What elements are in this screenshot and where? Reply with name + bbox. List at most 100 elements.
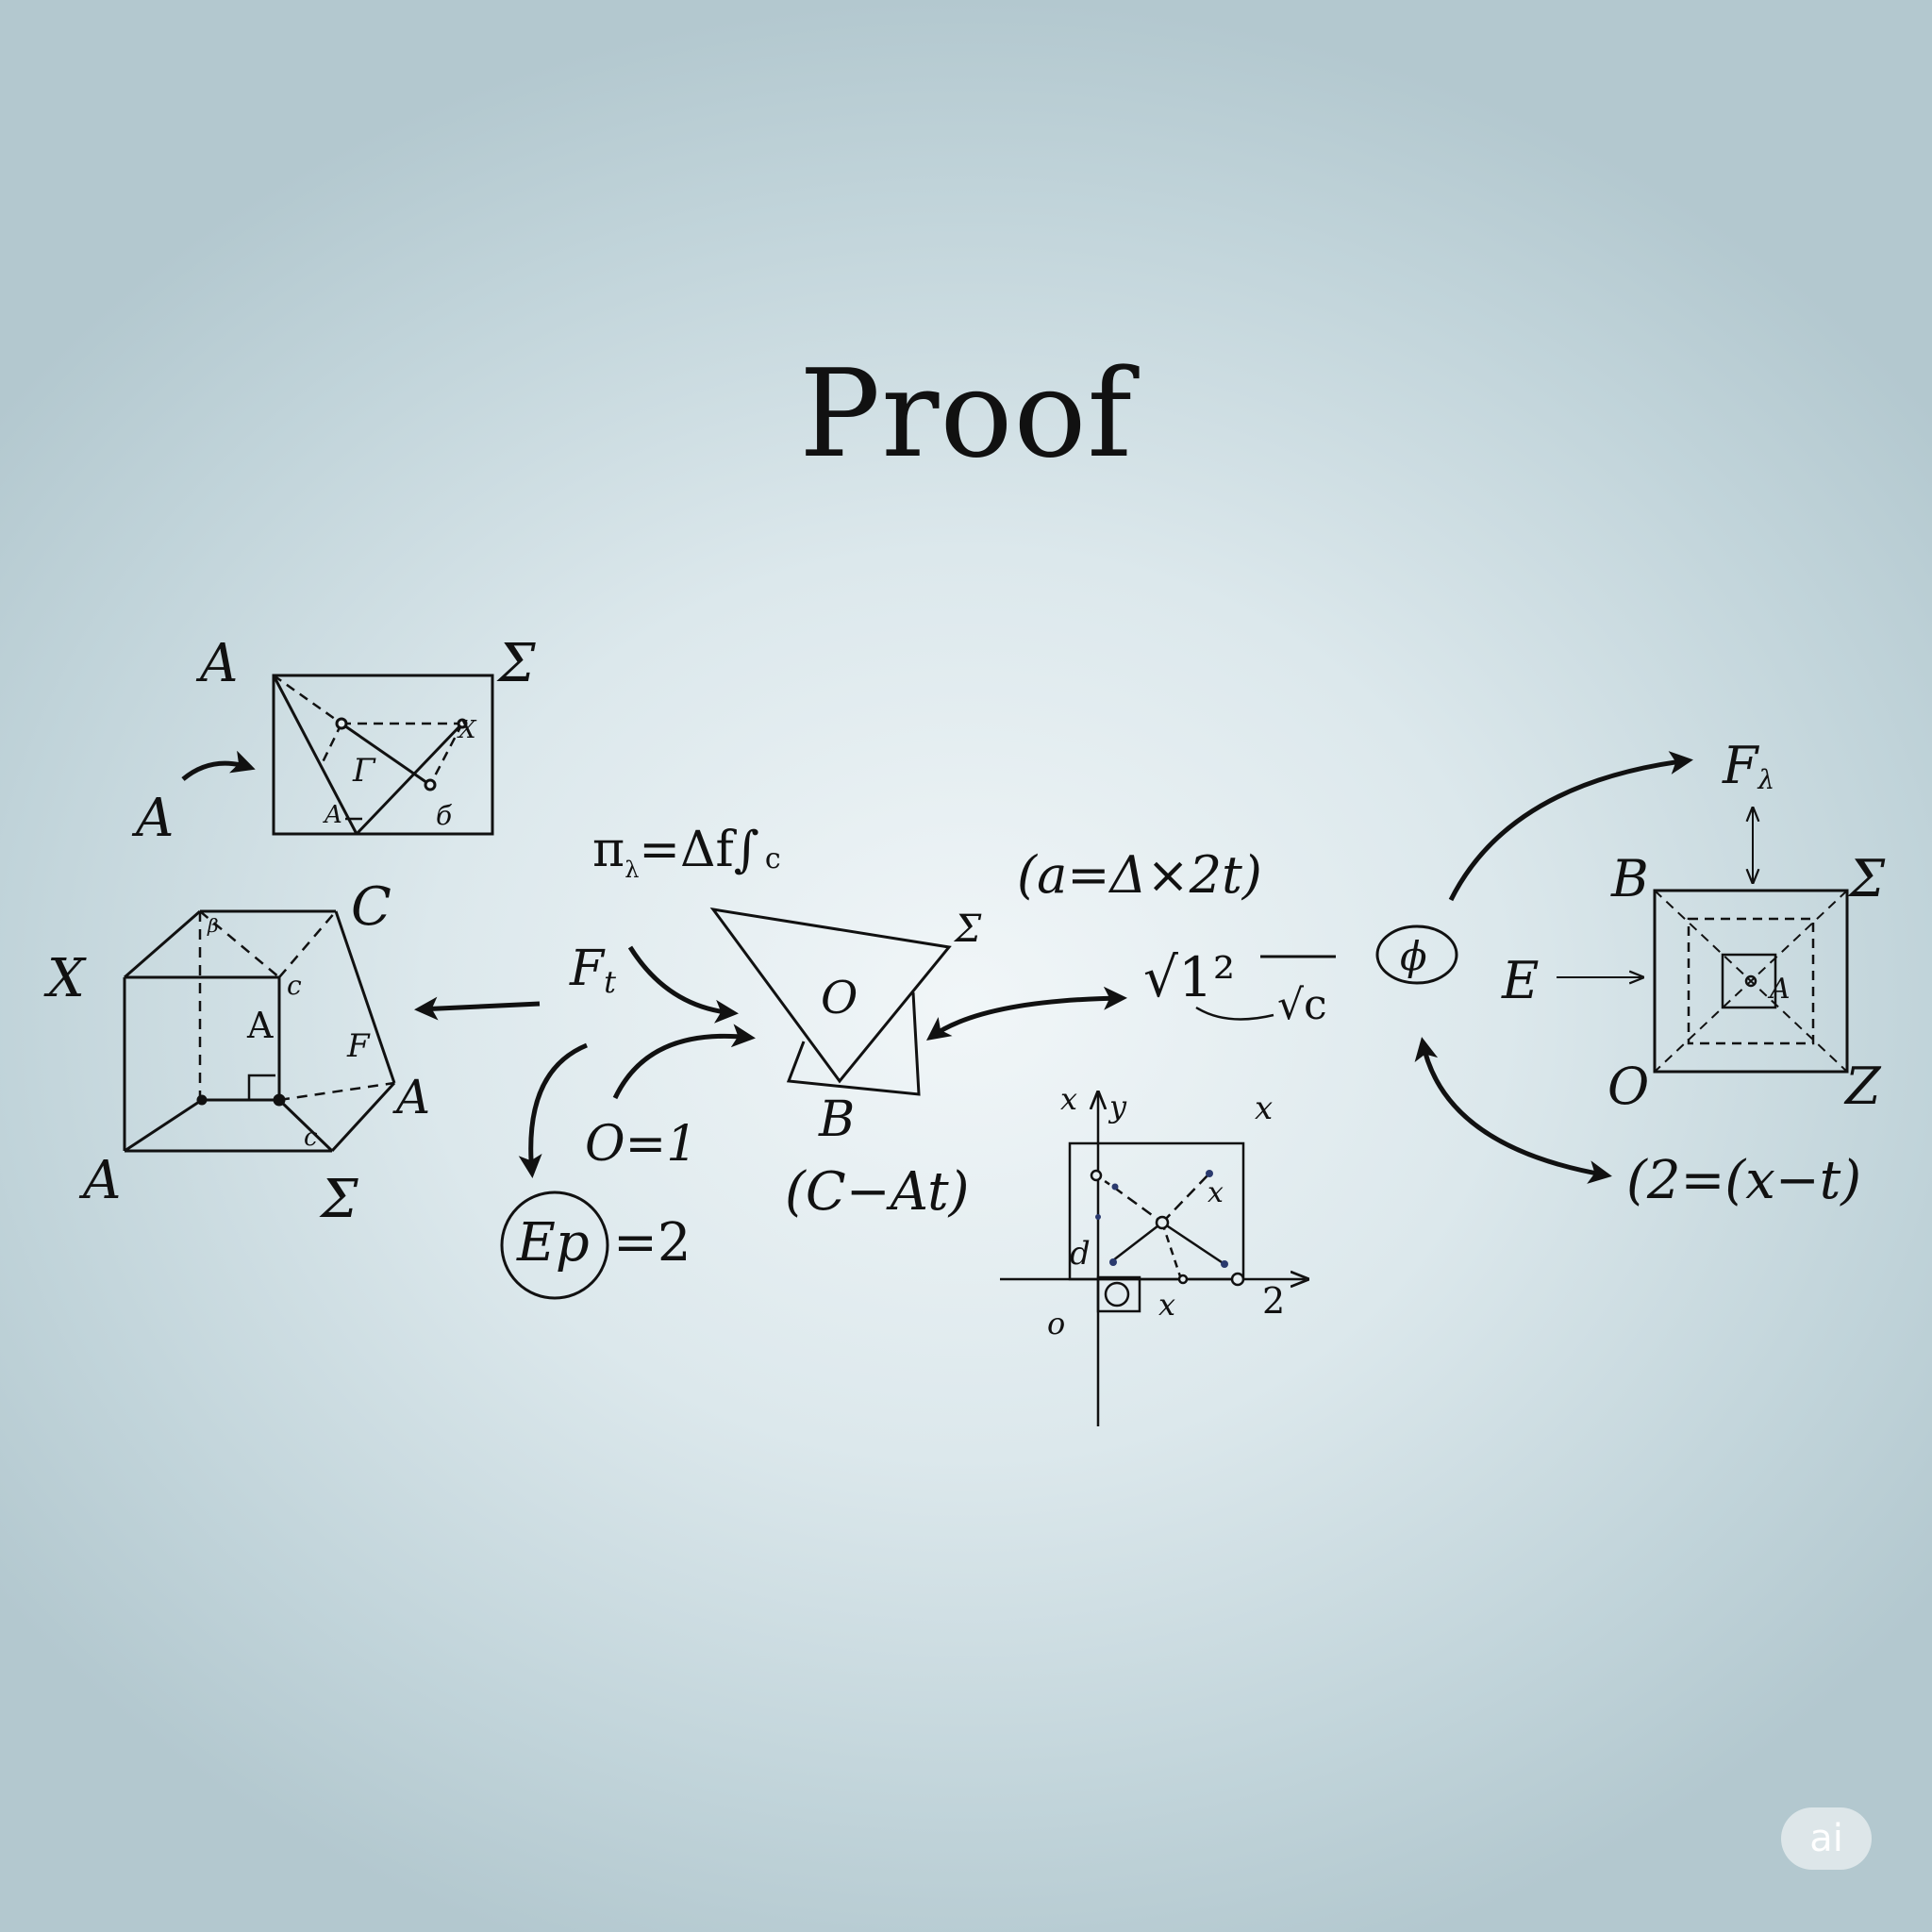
label-sigma-small: б	[436, 800, 453, 831]
equation-c-minus-at: (C−At)	[785, 1161, 969, 1223]
double-arrow	[925, 986, 1127, 1041]
equation-ep-eq: =2	[613, 1212, 691, 1274]
label-e: E	[1501, 951, 1539, 1010]
dashed-edge	[278, 1081, 395, 1102]
curved-arrow	[518, 1042, 588, 1178]
label-b: B	[818, 1091, 855, 1148]
diagonal-line	[355, 722, 464, 836]
curved-arrow	[627, 945, 739, 1024]
dashed-line	[273, 674, 342, 725]
label-phi: ϕ	[1400, 933, 1427, 979]
graph-line	[1112, 1185, 1163, 1224]
label-o: o	[1047, 1306, 1065, 1341]
graph-point	[1221, 1260, 1228, 1268]
label-x: X	[457, 716, 477, 744]
edge-line	[124, 1098, 203, 1153]
equation-o-eq-1: O=1	[585, 1116, 697, 1173]
label-a: A	[195, 633, 238, 694]
edge-line	[124, 909, 201, 979]
curved-arrow	[181, 750, 256, 781]
triangle-outline	[709, 907, 952, 1084]
small-box	[1096, 1275, 1141, 1313]
label-c: C	[351, 876, 391, 938]
graph-box	[1068, 1141, 1245, 1281]
nested-square-figure	[1653, 889, 1849, 1074]
label-beta: β	[207, 914, 219, 937]
double-arrow	[1414, 1037, 1612, 1184]
outer-square	[1653, 889, 1849, 1074]
label-x: x	[1208, 1176, 1224, 1209]
label-o: O	[821, 972, 858, 1024]
label-a: A	[78, 1150, 121, 1211]
origin-circle	[1104, 1281, 1130, 1307]
graph-point	[1206, 1170, 1213, 1177]
segment-line	[341, 722, 431, 787]
equation-a-eq: (a=Δ×2t)	[1017, 845, 1262, 905]
graph-point	[1109, 1258, 1117, 1266]
sqrt-expression: √c	[1277, 981, 1327, 1029]
center-point	[1744, 974, 1757, 988]
vertex-point	[196, 1094, 208, 1106]
equation-pi: πλ=Δf∫ c	[592, 822, 781, 883]
dashed-edge	[278, 910, 337, 978]
graph-line	[1161, 1221, 1225, 1266]
label-x: X	[43, 948, 87, 1009]
label-x: x	[1255, 1090, 1273, 1127]
label-d: d	[1070, 1235, 1091, 1273]
dashed-line	[428, 723, 464, 786]
vertex-point	[424, 778, 437, 791]
label-a: A	[323, 801, 342, 829]
label-x: x	[1158, 1287, 1175, 1323]
label-f-lambda: Fλ	[1722, 736, 1774, 795]
graph-point	[1177, 1274, 1189, 1285]
graph-point	[1090, 1169, 1103, 1182]
label-o: O	[1607, 1057, 1649, 1116]
rectangle-outline	[272, 674, 494, 836]
phi-circle	[1375, 924, 1458, 985]
edge-line	[330, 1081, 396, 1153]
label-sigma: Σ	[496, 633, 536, 694]
fold-outline	[786, 991, 921, 1096]
label-sigma: Σ	[953, 908, 982, 951]
label-gamma: Γ	[352, 752, 376, 790]
right-angle-mark	[247, 1074, 275, 1100]
sqrt-expression: √1²	[1143, 945, 1235, 1009]
dashed-line	[319, 723, 343, 767]
label-sigma: Σ	[319, 1169, 358, 1230]
ep-circle	[500, 1191, 609, 1300]
graph-line	[1160, 1222, 1183, 1280]
page-title: Proof	[799, 344, 1133, 485]
graph-point	[1111, 1183, 1119, 1191]
vertex-point	[457, 718, 468, 729]
label-f: F	[346, 1027, 371, 1065]
graph-point	[1230, 1272, 1245, 1287]
edge-line	[334, 910, 396, 1084]
label-a: A	[392, 1070, 430, 1124]
vertex-point	[335, 717, 348, 730]
brace-curve	[1195, 1006, 1274, 1021]
edge-line	[277, 1098, 334, 1153]
graph-point	[1095, 1214, 1101, 1220]
graph-line	[1161, 1173, 1210, 1224]
middle-square	[1687, 917, 1815, 1045]
equation-2-eq: (2=(x−t)	[1626, 1150, 1861, 1211]
label-sigma: Σ	[1847, 849, 1886, 908]
graph-point	[1155, 1215, 1170, 1230]
label-x: x	[1060, 1081, 1077, 1117]
diagonal-dashed	[1654, 890, 1848, 1073]
label-a: A	[1767, 973, 1790, 1006]
label-b: B	[1610, 849, 1649, 908]
label-a: A	[131, 788, 174, 849]
curved-arrow	[1448, 751, 1693, 902]
label-c: c	[287, 970, 302, 1001]
graph-line	[1112, 1222, 1163, 1261]
label-y: y	[1108, 1089, 1127, 1124]
triangle-figure	[709, 907, 952, 1096]
label-z: Z	[1843, 1057, 1882, 1116]
label-a: A	[246, 1005, 274, 1046]
diagonal-line	[272, 675, 358, 835]
curved-arrow	[612, 1024, 756, 1100]
label-f-t: Ft	[569, 941, 616, 1000]
ai-badge: ai	[1781, 1807, 1872, 1870]
